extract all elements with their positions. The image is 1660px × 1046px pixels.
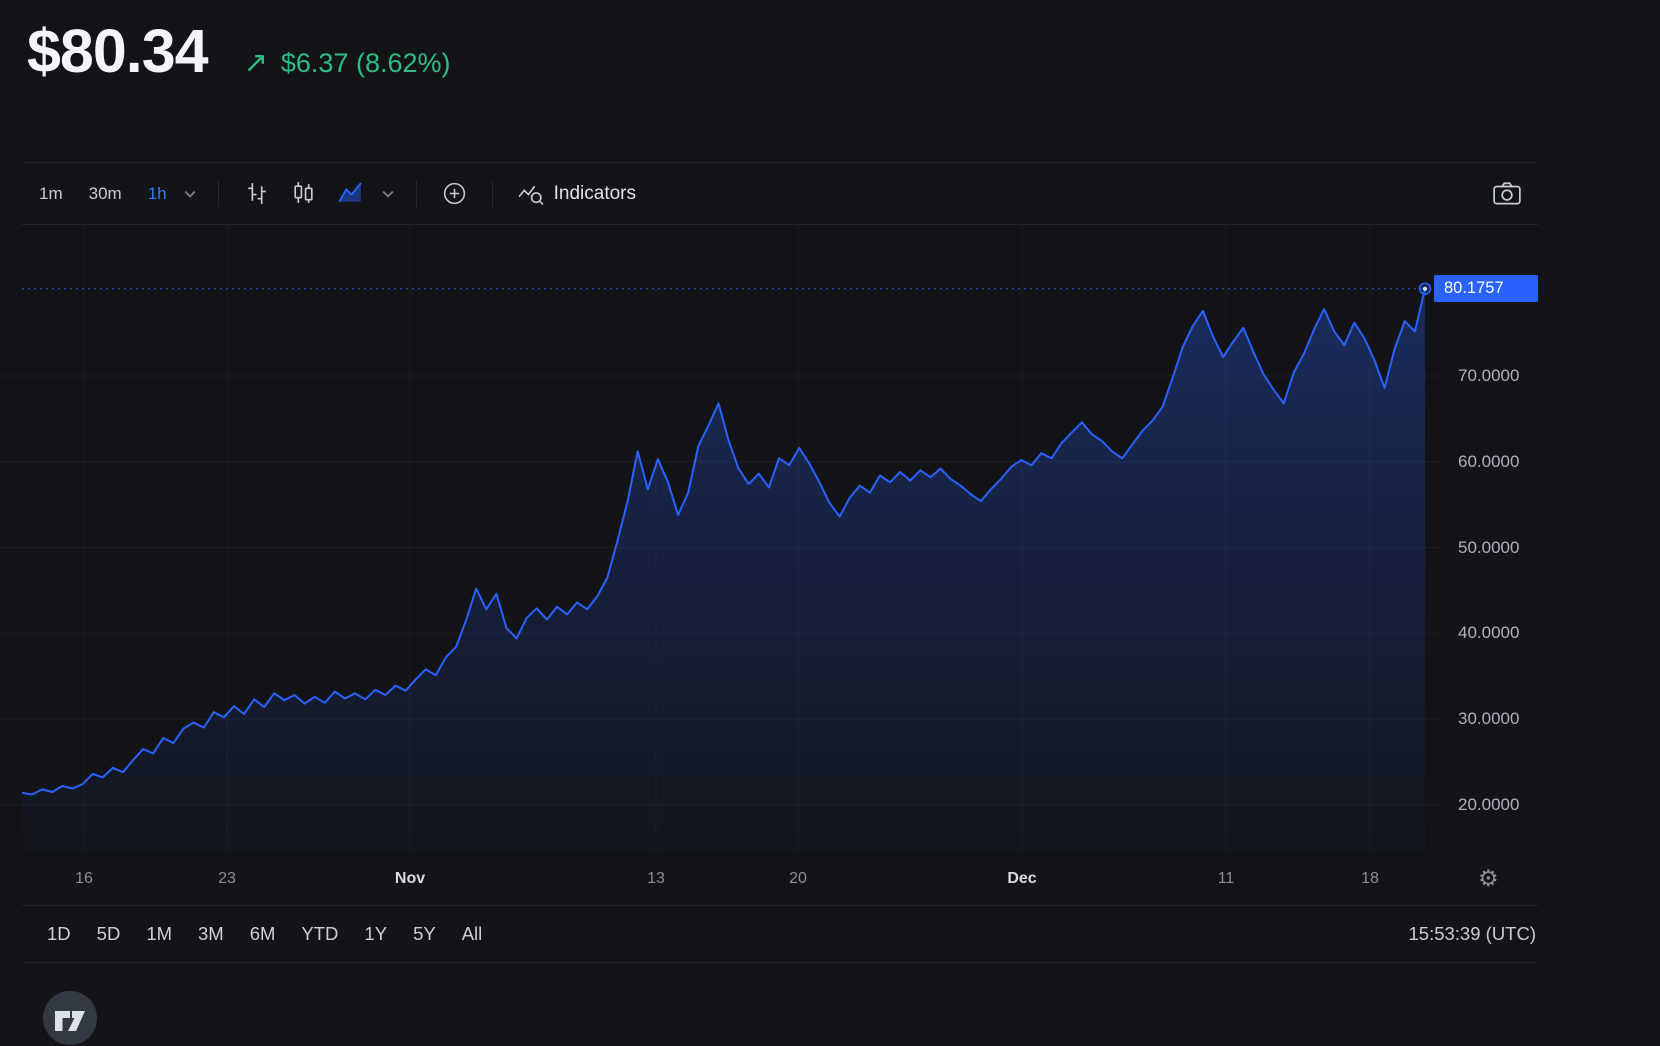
interval-30m[interactable]: 30m bbox=[80, 178, 131, 210]
range-group: 1D 5D 1M 3M 6M YTD 1Y 5Y All bbox=[34, 917, 495, 951]
range-footer: 1D 5D 1M 3M 6M YTD 1Y 5Y All 15:53:39 (UTC) bbox=[22, 905, 1538, 963]
quote-header: $80.34 ↗ $6.37 (8.62%) bbox=[27, 16, 451, 86]
price-change: $6.37 (8.62%) bbox=[280, 48, 451, 78]
price-area-chart[interactable] bbox=[0, 225, 1660, 852]
utc-clock: 15:53:39 (UTC) bbox=[1408, 923, 1537, 944]
range-5Y[interactable]: 5Y bbox=[400, 917, 449, 951]
time-axis-label: 18 bbox=[1361, 870, 1379, 887]
interval-group: 1m 30m 1h bbox=[22, 178, 176, 210]
last-price-marker-dot bbox=[1423, 286, 1427, 291]
price-axis-label: 20.0000 bbox=[1458, 794, 1520, 814]
price-axis-label: 50.0000 bbox=[1458, 537, 1520, 557]
range-5D[interactable]: 5D bbox=[84, 917, 134, 951]
ohlc-bars-icon[interactable] bbox=[233, 174, 280, 213]
tradingview-logo[interactable] bbox=[42, 990, 98, 1046]
price-line bbox=[21, 288, 1426, 796]
time-axis-label: 23 bbox=[218, 870, 236, 887]
time-axis-label: Nov bbox=[394, 870, 426, 887]
interval-1h[interactable]: 1h bbox=[139, 178, 176, 210]
time-axis-label: 20 bbox=[789, 870, 807, 887]
last-price-badge: 80.1757 bbox=[1434, 275, 1538, 303]
time-axis-label: 16 bbox=[75, 870, 93, 887]
range-6M[interactable]: 6M bbox=[237, 917, 289, 951]
time-axis-label: 13 bbox=[647, 870, 665, 887]
price-axis-label: 40.0000 bbox=[1458, 623, 1520, 643]
up-arrow-icon: ↗ bbox=[243, 45, 268, 79]
toolbar-divider bbox=[217, 180, 219, 207]
range-1M[interactable]: 1M bbox=[133, 917, 185, 951]
time-axis[interactable]: 16 23 Nov 13 20 Dec 11 18 ⚙ bbox=[0, 852, 1660, 905]
time-axis-label: 11 bbox=[1217, 870, 1235, 887]
indicators-icon bbox=[518, 185, 544, 205]
range-YTD[interactable]: YTD bbox=[288, 917, 351, 951]
area-chart-icon[interactable] bbox=[327, 174, 374, 213]
range-All[interactable]: All bbox=[449, 917, 496, 951]
range-1D[interactable]: 1D bbox=[34, 917, 84, 951]
indicators-label: Indicators bbox=[553, 182, 636, 204]
area-fill bbox=[22, 288, 1425, 852]
interval-1m[interactable]: 1m bbox=[30, 178, 72, 210]
interval-chevron-icon[interactable] bbox=[176, 184, 204, 204]
range-3M[interactable]: 3M bbox=[185, 917, 237, 951]
chart-toolbar: 1m 30m 1h bbox=[22, 162, 1538, 225]
indicators-button[interactable]: Indicators bbox=[507, 174, 646, 213]
toolbar-divider bbox=[415, 180, 417, 207]
price-axis-label: 60.0000 bbox=[1458, 451, 1520, 471]
time-axis-label: Dec bbox=[1007, 870, 1037, 887]
compare-plus-icon[interactable] bbox=[431, 174, 478, 213]
toolbar-divider bbox=[491, 180, 493, 207]
range-1Y[interactable]: 1Y bbox=[351, 917, 400, 951]
axis-settings-gear-icon[interactable]: ⚙ bbox=[1472, 852, 1505, 905]
price-axis-label: 30.0000 bbox=[1458, 709, 1520, 729]
chart-plot-area[interactable]: 70.0000 60.0000 50.0000 40.0000 30.0000 20.00… bbox=[0, 225, 1660, 1045]
camera-icon[interactable] bbox=[1482, 175, 1532, 213]
candles-icon[interactable] bbox=[280, 174, 327, 213]
price-axis-label: 70.0000 bbox=[1458, 365, 1520, 385]
chart-type-chevron-icon[interactable] bbox=[374, 184, 402, 204]
last-price: $80.34 bbox=[27, 17, 209, 85]
